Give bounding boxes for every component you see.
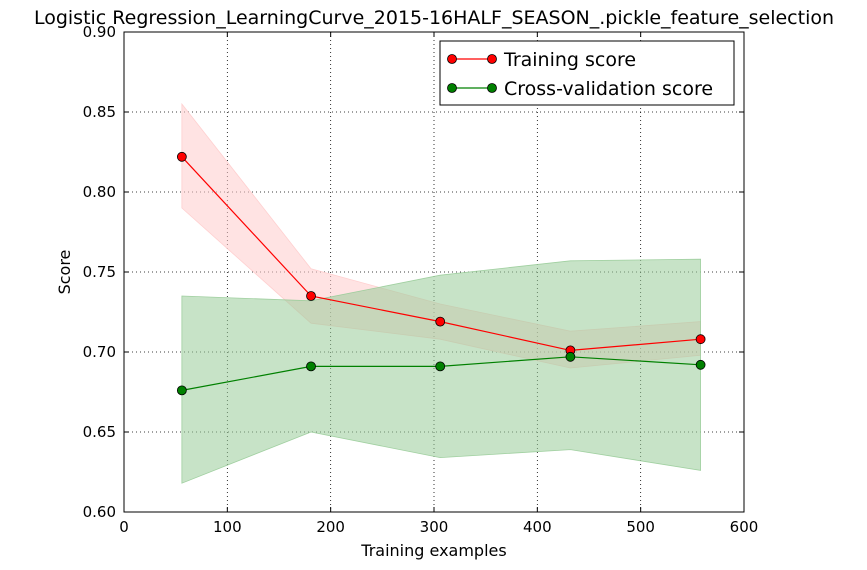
y-tick-label: 0.75 [83,263,116,281]
score-point [306,291,316,301]
x-tick-label: 200 [316,518,345,536]
y-tick-label: 0.60 [83,503,116,521]
score-bands [181,102,701,484]
legend-marker-end [487,83,497,93]
legend-marker-start [447,54,457,64]
x-tick-label: 400 [523,518,552,536]
legend-marker-end [487,54,497,64]
y-tick-label: 0.80 [83,183,116,201]
legend-label-0: Training score [503,49,636,71]
legend-label-1: Cross-validation score [504,78,713,100]
score-band-1 [181,258,701,484]
y-tick-label: 0.65 [83,423,116,441]
x-axis-label: Training examples [360,541,506,560]
score-point [435,361,446,372]
x-tick-label: 0 [119,518,129,536]
y-axis-label: Score [55,250,74,295]
score-point [565,351,576,362]
score-point [176,385,187,396]
x-tick-label: 600 [730,518,759,536]
x-tick-label: 100 [213,518,242,536]
x-tick-label: 300 [420,518,449,536]
score-markers [176,151,706,396]
chart-title: Logistic Regression_LearningCurve_2015-1… [34,7,834,29]
axis-ticks [123,31,745,513]
legend-marker-start [447,83,457,93]
score-point [695,359,706,370]
y-tick-labels: 0.60 0.65 0.70 0.75 0.80 0.85 0.90 [83,23,116,521]
x-tick-label: 500 [626,518,655,536]
score-point [176,151,187,162]
y-tick-label: 0.70 [83,343,116,361]
score-point [306,361,316,372]
y-tick-label: 0.90 [83,23,116,41]
score-point [695,334,706,345]
legend-box [439,40,735,106]
y-tick-label: 0.85 [83,103,116,121]
legend: Training score Cross-validation score [439,40,735,106]
x-tick-labels: 0 100 200 300 400 500 600 [119,518,758,536]
score-point [435,316,446,327]
